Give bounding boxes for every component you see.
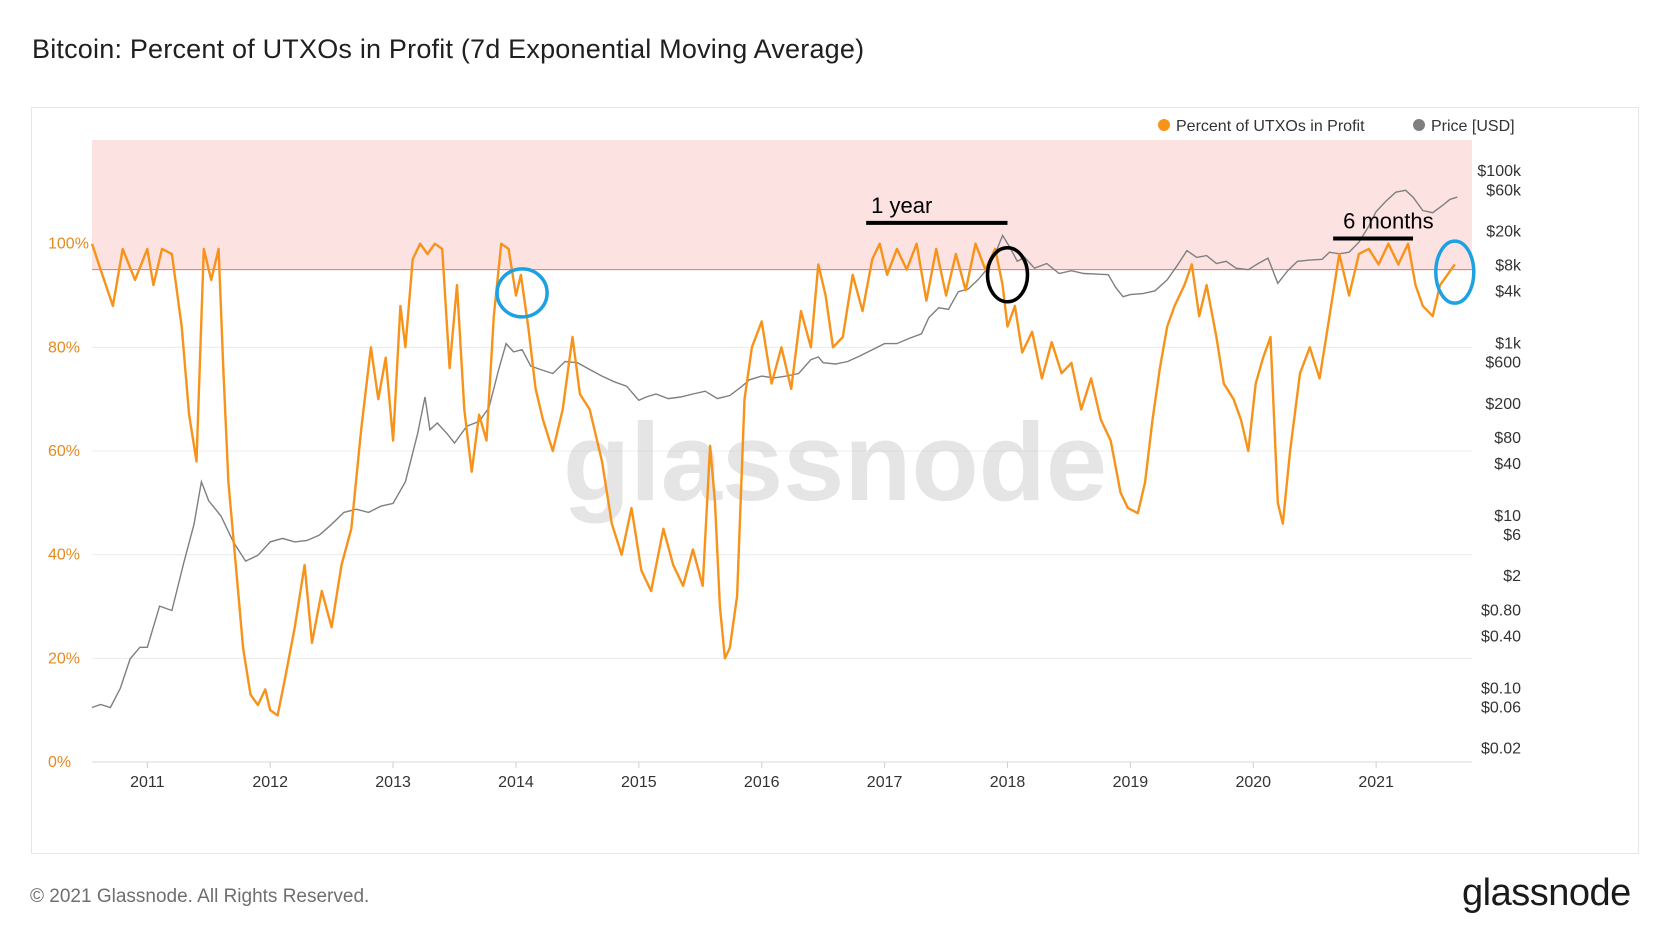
y-right-tick-label: $40 — [1494, 456, 1521, 473]
y-right-tick-label: $0.80 — [1481, 603, 1521, 620]
glassnode-logo: glassnode — [1462, 872, 1631, 914]
x-tick-label: 2012 — [252, 774, 288, 791]
x-tick-label: 2020 — [1235, 774, 1271, 791]
y-left-tick-label: 80% — [48, 339, 80, 356]
y-right-tick-label: $10 — [1494, 508, 1521, 525]
annotation-label: 1 year — [871, 193, 932, 218]
x-tick-label: 2016 — [744, 774, 780, 791]
price-series-line — [91, 189, 1458, 709]
annotation-layer: 1 year 6 months — [495, 193, 1476, 319]
annotation-label: 6 months — [1343, 208, 1434, 233]
y-left-tick-label: 60% — [48, 443, 80, 460]
y-right-tick-label: $100k — [1477, 163, 1522, 180]
annotation-circle-blue — [495, 267, 549, 319]
y-right-tick-label: $20k — [1486, 223, 1522, 240]
danger-zone-layer — [92, 140, 1472, 271]
y-right-tick-label: $2 — [1503, 568, 1521, 585]
series-layer — [90, 189, 1458, 717]
chart-title: Bitcoin: Percent of UTXOs in Profit (7d … — [32, 34, 865, 64]
y-right-tick-label: $0.40 — [1481, 628, 1521, 645]
legend-label-profit: Percent of UTXOs in Profit — [1176, 118, 1365, 135]
x-tick-label: 2019 — [1113, 774, 1149, 791]
x-tick-label: 2013 — [375, 774, 411, 791]
legend-marker-price — [1413, 119, 1425, 131]
annotation-circle-black — [985, 246, 1030, 304]
y-right-tick-label: $1k — [1495, 336, 1522, 353]
axis-layer: 0% 20% 40% 60% 80% 100% 2011 2012 2013 2014 2015 20… — [48, 163, 1522, 791]
annotation-circle-blue — [1434, 239, 1476, 305]
legend-marker-profit — [1158, 119, 1170, 131]
profit-series-line — [90, 242, 1456, 717]
y-right-tick-label: $0.02 — [1481, 741, 1521, 758]
x-tick-label: 2014 — [498, 774, 534, 791]
watermark: glassnode — [563, 401, 1107, 524]
y-right-tick-label: $60k — [1486, 182, 1522, 199]
y-right-tick-label: $0.06 — [1481, 700, 1521, 717]
legend-label-price: Price [USD] — [1431, 118, 1515, 135]
y-left-tick-label: 0% — [48, 754, 71, 771]
y-left-tick-label: 20% — [48, 650, 80, 667]
legend: Percent of UTXOs in Profit Price [USD] — [1158, 118, 1515, 135]
y-right-tick-label: $200 — [1485, 396, 1521, 413]
y-right-tick-label: $6 — [1503, 527, 1521, 544]
x-tick-label: 2011 — [130, 774, 165, 791]
y-right-tick-label: $600 — [1485, 355, 1521, 372]
x-tick-label: 2021 — [1358, 774, 1394, 791]
y-left-tick-label: 100% — [48, 236, 89, 253]
x-tick-label: 2015 — [621, 774, 657, 791]
y-right-tick-label: $4k — [1495, 284, 1522, 301]
chart-frame — [31, 107, 1639, 854]
overbought-zone — [92, 140, 1472, 270]
x-tick-label: 2017 — [867, 774, 903, 791]
y-left-tick-label: 40% — [48, 547, 80, 564]
copyright-text: © 2021 Glassnode. All Rights Reserved. — [30, 886, 370, 907]
y-right-tick-label: $0.10 — [1481, 680, 1521, 697]
x-tick-label: 2018 — [990, 774, 1026, 791]
y-right-tick-label: $8k — [1495, 258, 1522, 275]
y-right-tick-label: $80 — [1494, 430, 1521, 447]
